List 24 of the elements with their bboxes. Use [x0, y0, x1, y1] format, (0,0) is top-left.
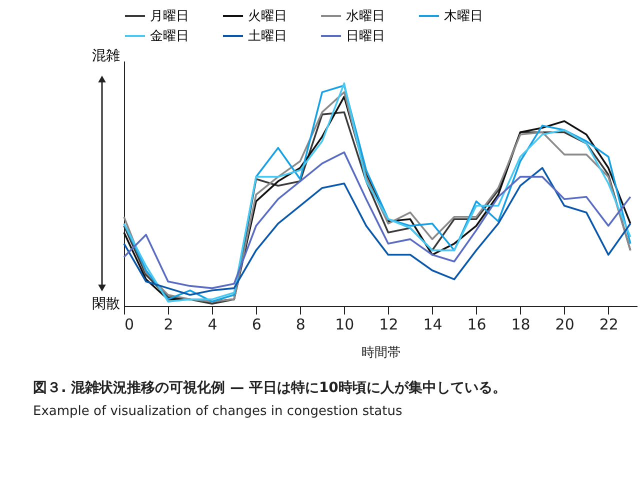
- x-tick-label: 4: [208, 316, 218, 334]
- x-tick-label: 12: [379, 316, 398, 334]
- x-tick-label: 14: [423, 316, 442, 334]
- text: 混雑: [92, 48, 120, 64]
- x-tick-label: 22: [599, 316, 618, 334]
- legend-label: 木曜日: [444, 9, 483, 24]
- legend-label: 水曜日: [346, 9, 385, 24]
- legend-label: 金曜日: [150, 29, 189, 44]
- x-axis-title: 時間帯: [362, 346, 400, 360]
- x-tick-label: 20: [555, 316, 574, 334]
- x-tick-label: 2: [164, 316, 174, 334]
- x-tick-label: 6: [252, 316, 262, 334]
- text: 閑散: [92, 296, 120, 312]
- x-tick-label: 0: [124, 316, 134, 334]
- text: Example of visualization of changes in congestion status: [33, 404, 402, 419]
- legend-label: 火曜日: [248, 9, 287, 24]
- legend-label: 日曜日: [346, 29, 385, 44]
- legend-label: 土曜日: [248, 29, 287, 44]
- x-tick-label: 10: [335, 316, 354, 334]
- legend-label: 月曜日: [150, 9, 189, 24]
- x-tick-label: 16: [467, 316, 486, 334]
- x-tick-label: 18: [511, 316, 530, 334]
- x-tick-label: 8: [296, 316, 306, 334]
- text: 図３. 混雑状況推移の可視化例 — 平日は特に10時頃に人が集中している。: [33, 379, 506, 396]
